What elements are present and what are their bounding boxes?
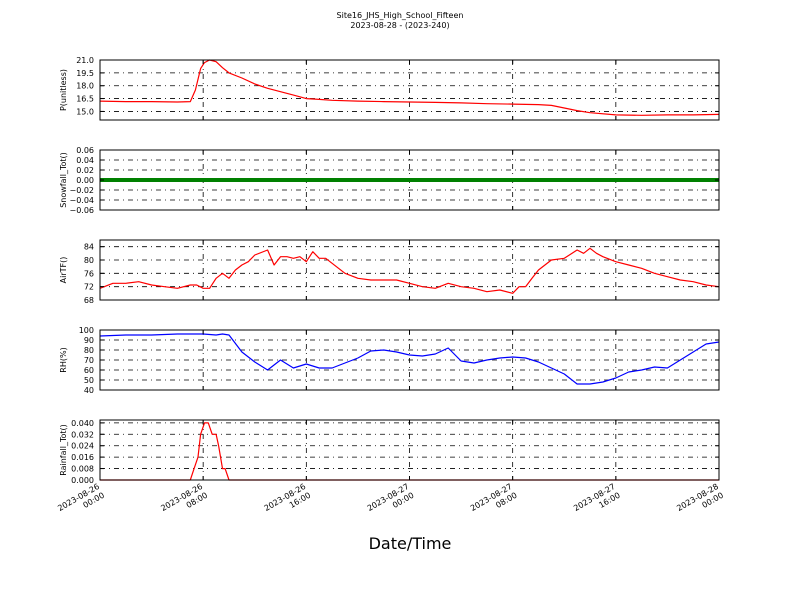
panel-2: −0.06−0.04−0.020.000.020.040.06 Snowfall_… (59, 146, 720, 215)
y-axis-label: Rainfall_Tot() (59, 424, 68, 476)
series-line (99, 333, 720, 385)
y-tick-label: 0.016 (71, 453, 94, 462)
panel-3: 68 72 76 80 84 AirTF() (59, 239, 720, 305)
y-tick-label: 80 (84, 256, 94, 265)
y-tick-label: 70 (84, 356, 94, 365)
y-tick-label: 40 (84, 386, 94, 395)
y-tick-label: 0.02 (76, 166, 94, 175)
y-tick-label: 0.00 (76, 176, 94, 185)
panel-1: 15.0 16.5 18.0 19.5 21.0 P(unitless) (59, 56, 720, 121)
y-tick-label: 19.5 (76, 69, 94, 78)
x-axis-label: Date/Time (368, 534, 452, 553)
y-tick-label: 84 (84, 243, 94, 252)
y-axis-label: RH(%) (59, 347, 68, 372)
y-tick-label: 0.06 (76, 146, 94, 155)
chart-subtitle: 2023-08-28 - (2023-240) (350, 21, 450, 30)
y-axis-label: Snowfall_Tot() (59, 152, 68, 208)
y-tick-label: 15.0 (76, 107, 94, 116)
series-line (99, 247, 720, 294)
y-tick-label: 68 (84, 296, 94, 305)
y-axis-label: AirTF() (59, 257, 68, 284)
y-tick-label: 72 (84, 283, 94, 292)
y-tick-label: 18.0 (76, 82, 94, 91)
y-tick-label: 76 (84, 269, 94, 278)
chart-title: Site16_JHS_High_School_Fifteen (336, 11, 464, 20)
y-tick-label: 100 (79, 326, 94, 335)
series-line (100, 422, 719, 481)
y-tick-label: −0.06 (69, 206, 94, 215)
y-tick-label: −0.02 (69, 186, 94, 195)
y-tick-label: 0.008 (71, 465, 94, 474)
y-tick-label: 0.040 (71, 419, 94, 428)
y-tick-label: 90 (84, 336, 94, 345)
y-tick-label: 16.5 (76, 95, 94, 104)
y-tick-label: 50 (84, 376, 94, 385)
y-tick-label: 60 (84, 366, 94, 375)
y-tick-label: 80 (84, 346, 94, 355)
panel-5: 0.000 0.008 0.016 0.024 0.032 0.040Rainfall_T… (59, 419, 720, 485)
y-tick-label: −0.04 (69, 196, 94, 205)
series-line (99, 59, 720, 116)
y-tick-label: 0.04 (76, 156, 94, 165)
y-tick-label: 0.024 (71, 442, 94, 451)
y-tick-label: 0.000 (71, 476, 94, 485)
y-tick-label: 21.0 (76, 56, 94, 65)
y-tick-label: 0.032 (71, 430, 94, 439)
y-axis-label: P(unitless) (59, 69, 68, 111)
